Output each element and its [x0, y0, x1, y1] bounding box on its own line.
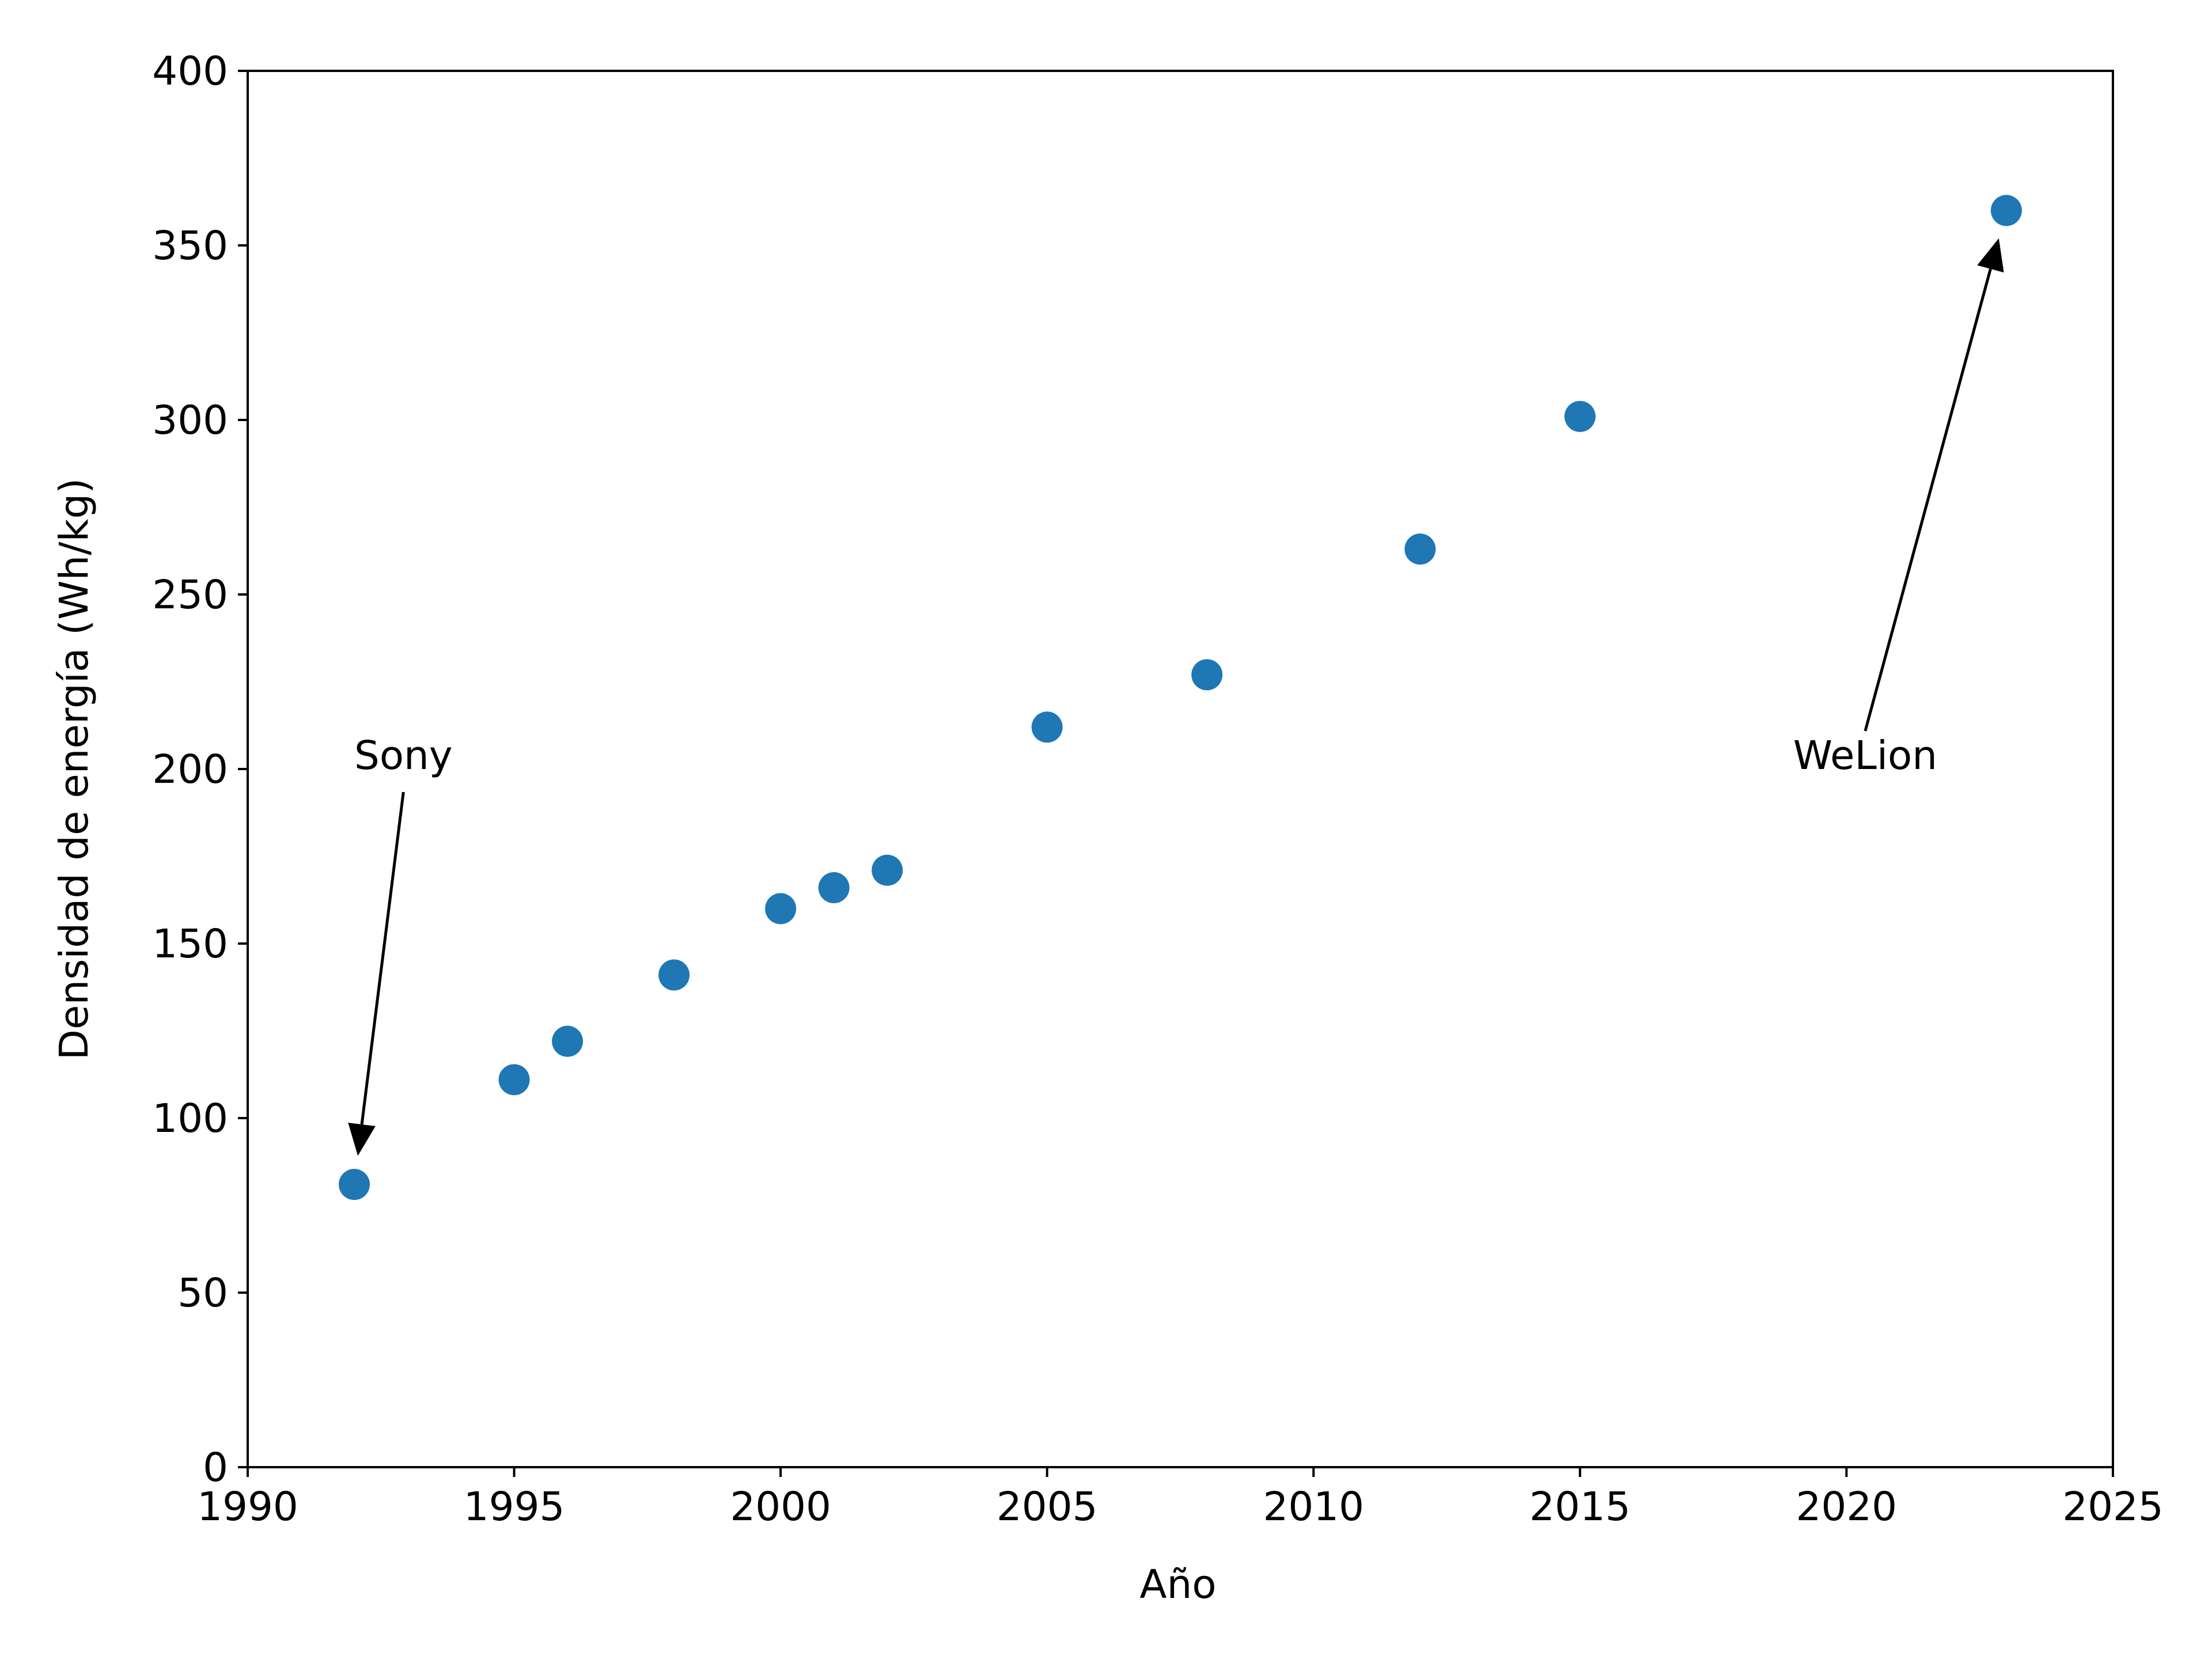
- x-tick-label: 2000: [730, 1484, 831, 1530]
- y-tick-label: 100: [152, 1096, 228, 1142]
- data-point: [1990, 195, 2022, 226]
- data-points: [339, 195, 2022, 1200]
- data-point: [1564, 400, 1596, 432]
- y-tick-label: 250: [152, 572, 228, 618]
- annotation-label: WeLion: [1793, 733, 1937, 779]
- y-tick-label: 50: [177, 1270, 228, 1316]
- y-axis-label: Densidad de energía (Wh/kg): [51, 478, 97, 1060]
- annotation-arrow-head: [1977, 238, 2004, 273]
- data-point: [1191, 659, 1223, 691]
- y-axis-ticks: 0 50 100 150 200 250 300 350 400: [152, 48, 248, 1491]
- data-point: [552, 1025, 584, 1057]
- data-point: [1031, 711, 1063, 743]
- x-tick-label: 1990: [197, 1484, 298, 1530]
- annotation-arrow-line: [1863, 268, 1992, 732]
- annotations: Sony WeLion: [348, 238, 2004, 1156]
- y-tick-label: 350: [152, 223, 228, 269]
- y-tick-label: 400: [152, 48, 228, 94]
- annotation-arrow-line: [360, 791, 405, 1125]
- x-axis-label: Año: [1139, 1562, 1216, 1608]
- annotation-label: Sony: [354, 733, 453, 779]
- data-point: [1404, 533, 1436, 565]
- y-tick-label: 0: [203, 1445, 228, 1491]
- data-point: [818, 872, 850, 904]
- data-point: [498, 1064, 530, 1096]
- x-tick-label: 2005: [997, 1484, 1098, 1530]
- data-point: [658, 959, 690, 991]
- x-tick-label: 2025: [2062, 1484, 2164, 1530]
- data-point: [872, 854, 903, 886]
- data-point: [339, 1169, 370, 1200]
- y-tick-label: 150: [152, 921, 228, 967]
- x-tick-label: 1995: [464, 1484, 565, 1530]
- x-tick-label: 2015: [1529, 1484, 1631, 1530]
- x-tick-label: 2020: [1796, 1484, 1897, 1530]
- data-point: [765, 893, 797, 925]
- y-tick-label: 300: [152, 397, 228, 444]
- x-axis-ticks: 1990 1995 2000 2005 2010 2015 2020 2025: [197, 1467, 2164, 1530]
- annotation-arrow-head: [348, 1122, 376, 1156]
- y-tick-label: 200: [152, 747, 228, 793]
- x-tick-label: 2010: [1263, 1484, 1364, 1530]
